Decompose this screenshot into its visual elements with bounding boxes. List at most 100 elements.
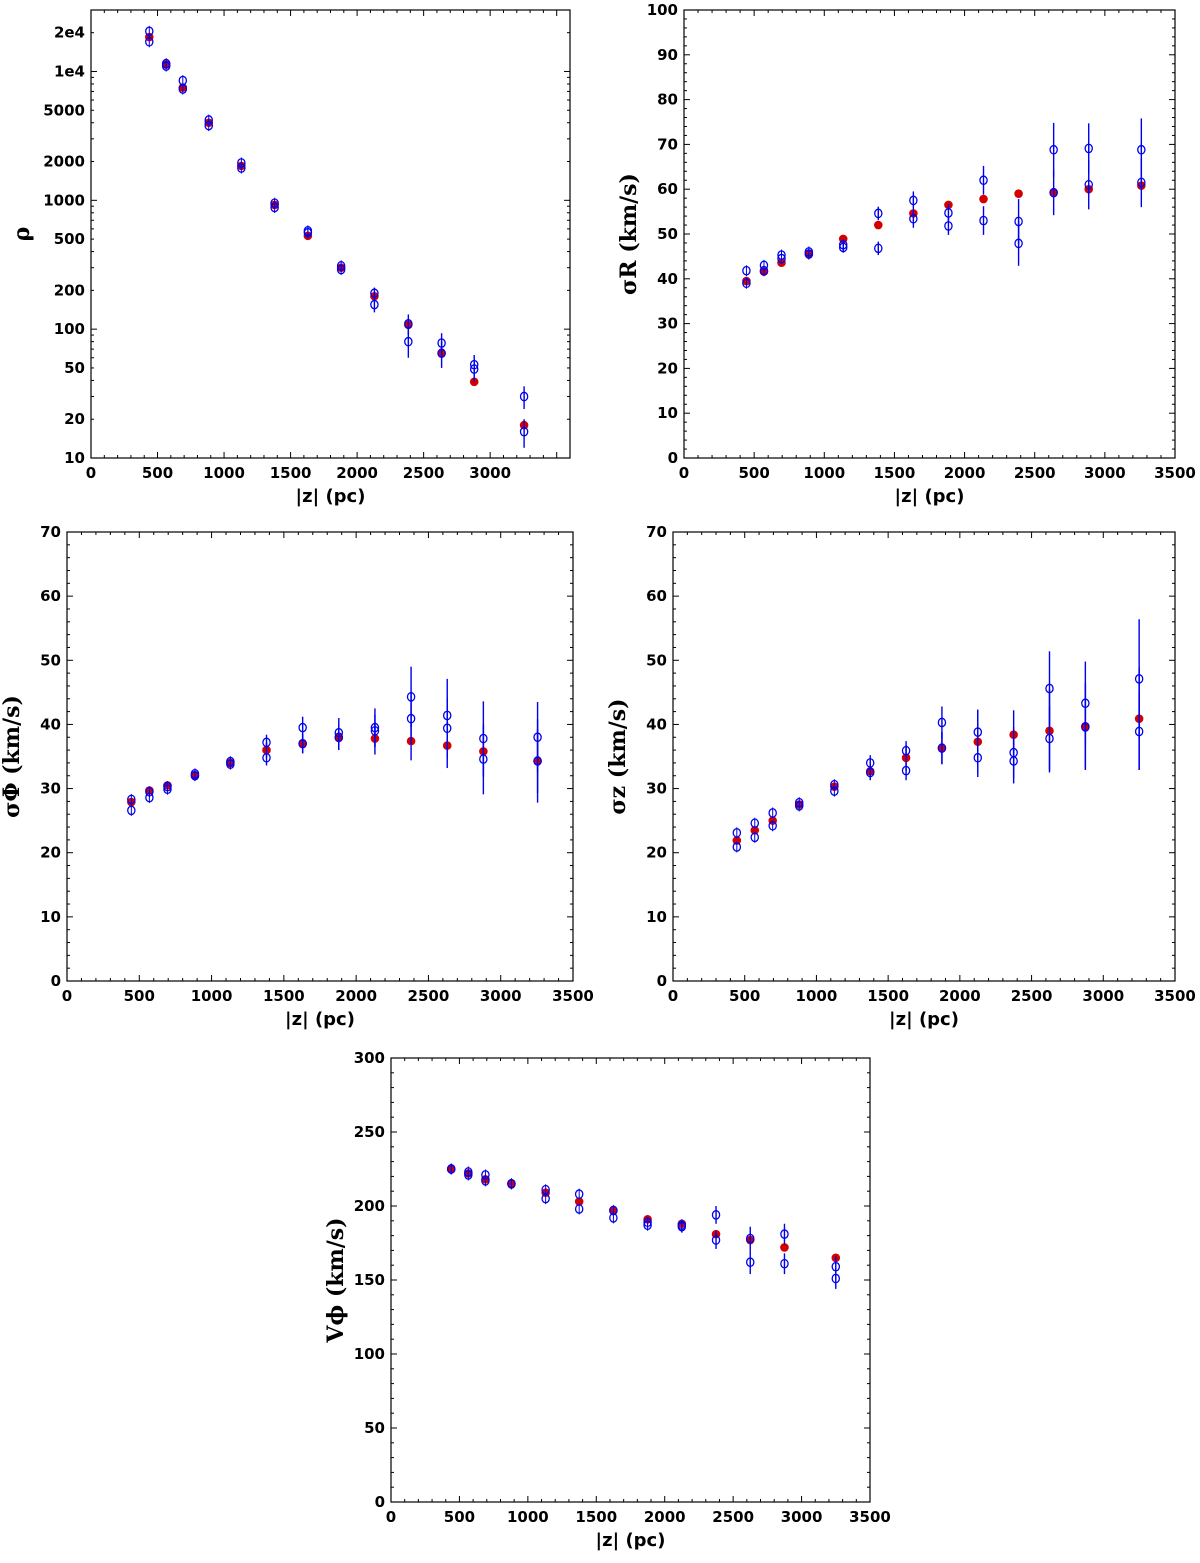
y-tick-label: 300 — [354, 1049, 385, 1067]
y-tick-label: 10 — [657, 404, 678, 422]
x-tick-label: 500 — [729, 987, 760, 1005]
y-tick-label: 70 — [40, 523, 61, 541]
x-tick-label: 3500 — [849, 1508, 891, 1526]
series-open-1 — [145, 25, 529, 410]
y-tick-label: 30 — [646, 780, 667, 798]
x-tick-label: 2500 — [1011, 987, 1053, 1005]
x-axis-label: |z| (pc) — [285, 1009, 355, 1030]
x-tick-label: 1000 — [803, 464, 845, 482]
y-tick-label: 40 — [40, 715, 61, 733]
y-tick-label: 60 — [646, 587, 667, 605]
y-tick-label: 50 — [364, 1419, 385, 1437]
series-open-2 — [732, 685, 1144, 853]
x-tick-label: 500 — [444, 1508, 475, 1526]
y-tick-label: 1000 — [43, 191, 85, 209]
x-tick-label: 500 — [142, 464, 173, 482]
series-filled-0 — [732, 667, 1144, 845]
chart-v_phi: 0 500 1000 1500 2000 2500 3000 3500 0 50 100 150 200… — [323, 1049, 891, 1551]
y-tick-label: 50 — [40, 651, 61, 669]
y-tick-label: 20 — [64, 410, 85, 428]
y-tick-label: 250 — [354, 1123, 385, 1141]
x-tick-label: 3500 — [1154, 464, 1196, 482]
x-tick-label: 2500 — [403, 464, 445, 482]
x-tick-label: 1000 — [507, 1508, 549, 1526]
plot-frame — [672, 531, 1176, 982]
x-tick-label: 0 — [62, 987, 72, 1005]
data-point-filled — [873, 220, 883, 230]
y-tick-label: 20 — [657, 359, 678, 377]
x-tick-label: 1500 — [270, 464, 312, 482]
chart-sigma_r: 0 500 1000 1500 2000 2500 3000 3500 0 10 20 30 40 50 6… — [616, 1, 1196, 507]
y-tick-label: 0 — [668, 449, 678, 467]
series-open-2 — [127, 692, 542, 816]
y-tick-label: 150 — [354, 1271, 385, 1289]
x-axis-label: |z| (pc) — [889, 1009, 959, 1030]
y-tick-label: 0 — [51, 972, 61, 990]
y-tick-label: 70 — [657, 135, 678, 153]
y-tick-label: 60 — [657, 180, 678, 198]
x-tick-label: 2000 — [939, 987, 981, 1005]
y-tick-label: 90 — [657, 46, 678, 64]
x-tick-label: 1500 — [867, 987, 909, 1005]
plot-frame — [90, 9, 571, 459]
chart-sigma_z: 0 500 1000 1500 2000 2500 3000 3500 0 10 20 30 40 50 6… — [605, 523, 1196, 1030]
y-axis-label: Vϕ (km/s) — [323, 1217, 349, 1343]
x-tick-label: 2500 — [712, 1508, 754, 1526]
x-axis-label: |z| (pc) — [296, 486, 366, 507]
series-filled-0 — [127, 721, 542, 807]
y-tick-label: 20 — [40, 844, 61, 862]
series-open-2 — [446, 1163, 841, 1289]
x-tick-label: 2500 — [1014, 464, 1056, 482]
y-tick-label: 10 — [64, 449, 85, 467]
y-tick-label: 500 — [54, 230, 85, 248]
y-tick-label: 40 — [657, 270, 678, 288]
x-tick-label: 0 — [679, 464, 689, 482]
x-tick-label: 3000 — [781, 1508, 823, 1526]
y-tick-label: 50 — [657, 225, 678, 243]
x-tick-label: 1000 — [796, 987, 838, 1005]
x-tick-label: 0 — [386, 1508, 396, 1526]
y-tick-label: 5000 — [43, 101, 85, 119]
series-filled-0 — [742, 181, 1146, 286]
x-tick-label: 500 — [738, 464, 769, 482]
y-axis-label: σΦ (km/s) — [0, 695, 25, 818]
x-tick-label: 2500 — [408, 987, 450, 1005]
x-tick-label: 1000 — [203, 464, 245, 482]
y-tick-label: 50 — [646, 651, 667, 669]
y-tick-label: 10 — [40, 908, 61, 926]
series-open-2 — [145, 36, 529, 448]
x-tick-label: 1500 — [263, 987, 305, 1005]
x-tick-label: 3500 — [552, 987, 594, 1005]
y-tick-label: 100 — [54, 320, 85, 338]
y-tick-label: 100 — [647, 1, 678, 19]
y-tick-label: 0 — [657, 972, 667, 990]
y-tick-label: 30 — [657, 315, 678, 333]
series-filled-0 — [446, 1164, 841, 1263]
y-tick-label: 30 — [40, 780, 61, 798]
plot-frame — [390, 1057, 871, 1503]
y-axis-label: σz (km/s) — [605, 698, 631, 814]
x-tick-label: 3000 — [480, 987, 522, 1005]
y-tick-label: 40 — [646, 715, 667, 733]
x-tick-label: 3000 — [469, 464, 511, 482]
x-tick-label: 1000 — [191, 987, 233, 1005]
x-tick-label: 1500 — [874, 464, 916, 482]
y-tick-label: 200 — [54, 281, 85, 299]
data-point-filled — [780, 1243, 789, 1252]
y-tick-label: 20 — [646, 844, 667, 862]
x-tick-label: 3000 — [1084, 464, 1126, 482]
series-open-1 — [742, 118, 1146, 277]
x-tick-label: 2000 — [335, 987, 377, 1005]
y-axis-label: σR (km/s) — [616, 173, 642, 295]
x-tick-label: 3000 — [1082, 987, 1124, 1005]
y-tick-label: 2000 — [43, 153, 85, 171]
data-point-filled — [979, 194, 988, 204]
y-tick-label: 80 — [657, 91, 678, 109]
series-open-1 — [732, 619, 1144, 839]
y-tick-label: 10 — [646, 908, 667, 926]
y-tick-label: 200 — [354, 1197, 385, 1215]
plot-frame — [683, 9, 1176, 459]
x-tick-label: 500 — [124, 987, 155, 1005]
y-tick-label: 60 — [40, 587, 61, 605]
